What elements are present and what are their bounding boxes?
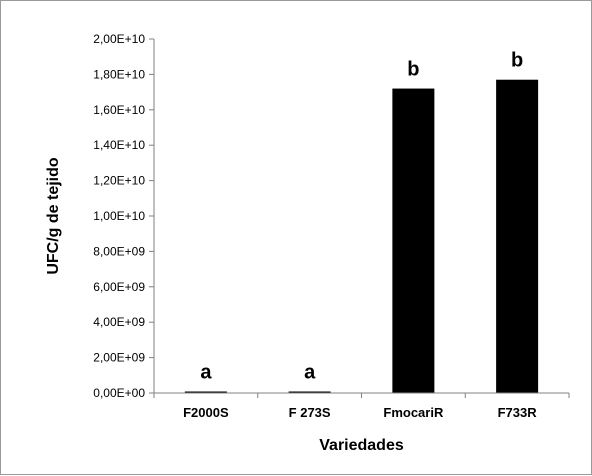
significance-label: b [511,50,523,72]
x-tick-label: F 273S [289,405,331,420]
y-tick-label: 1,20E+10 [93,174,145,188]
x-axis-ticks: F2000S F 273S FmocariR F733R [153,393,570,420]
y-axis-title: UFC/g de tejido [45,157,62,275]
y-tick-label: 2,00E+09 [93,351,145,365]
significance-label: b [407,59,419,81]
bars [184,79,539,394]
x-axis-title: Variedades [319,437,404,454]
y-tick-label: 1,60E+10 [93,103,145,117]
bar [288,391,331,393]
significance-label: a [304,362,316,384]
y-tick-label: 1,40E+10 [93,138,145,152]
y-tick-label: 6,00E+09 [93,280,145,294]
y-tick-label: 8,00E+09 [93,244,145,258]
x-tick-label: F733R [498,405,538,420]
y-tick-label: 1,80E+10 [93,67,145,81]
y-tick-label: 4,00E+09 [93,315,145,329]
y-axis-ticks: 0,00E+00 2,00E+09 4,00E+09 6,00E+09 8,00E+09… [93,32,154,400]
significance-label: a [200,362,212,384]
y-tick-label: 0,00E+00 [93,386,145,400]
x-tick-label: FmocariR [383,405,444,420]
y-tick-label: 2,00E+10 [93,32,145,46]
bar [184,391,227,393]
bar [392,88,435,393]
bar [496,79,539,394]
y-tick-label: 1,00E+10 [93,209,145,223]
x-tick-label: F2000S [183,405,229,420]
significance-labels: a a b b [200,50,523,384]
